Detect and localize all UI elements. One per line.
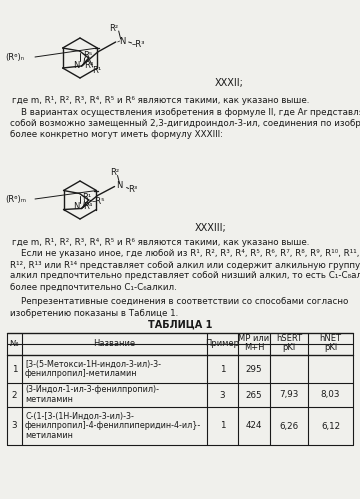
Text: 3: 3 [12,422,17,431]
Text: R⁵: R⁵ [83,50,92,59]
Text: 1: 1 [220,364,225,373]
Text: R²: R² [110,168,119,177]
Text: 2: 2 [12,391,17,400]
Text: более конкретно могут иметь формулу XXXIII:: более конкретно могут иметь формулу XXXI… [10,130,223,139]
Text: более предпочтительно C₁-C₆алкил.: более предпочтительно C₁-C₆алкил. [10,282,177,291]
Text: Если не указано иное, где любой из R¹, R², R³, R⁴, R⁵, R⁶, R⁷, R⁸, R⁹, R¹⁰, R¹¹,: Если не указано иное, где любой из R¹, R… [10,250,359,258]
Text: фенилпропил]-метиламин: фенилпропил]-метиламин [25,369,138,379]
Text: собой возможно замещенный 2,3-дигидроиндол-3-ил, соединения по изобретению: собой возможно замещенный 2,3-дигидроинд… [10,118,360,128]
Text: 1: 1 [220,422,225,431]
Text: метиламин: метиламин [25,432,73,441]
Text: R¹: R¹ [92,65,101,74]
Text: R⁴: R⁴ [84,60,93,69]
Text: 295: 295 [246,364,262,373]
Text: MP или: MP или [238,334,270,343]
Text: 265: 265 [246,391,262,400]
Text: (R⁶)ₘ: (R⁶)ₘ [5,195,26,204]
Text: фенилпропил]-4-фенилпиперидин-4-ил}-: фенилпропил]-4-фенилпиперидин-4-ил}- [25,422,201,431]
Text: 1: 1 [12,364,17,373]
Text: алкил предпочтительно представляет собой низший алкил, то есть C₁-C₈алкил, и: алкил предпочтительно представляет собой… [10,271,360,280]
Text: [3-(5-Метокси-1H-индол-3-ил)-3-: [3-(5-Метокси-1H-индол-3-ил)-3- [25,359,161,368]
Text: N: N [73,202,80,211]
Text: R¹: R¹ [82,193,92,202]
Text: pKi: pKi [282,343,296,352]
Text: где m, R¹, R², R³, R⁴, R⁵ и R⁶ являются такими, как указано выше.: где m, R¹, R², R³, R⁴, R⁵ и R⁶ являются … [12,238,309,247]
Text: Пример: Пример [206,338,239,347]
Text: R³: R³ [129,185,138,194]
Text: hNET: hNET [320,334,342,343]
Text: pKi: pKi [324,343,337,352]
Text: R²: R² [109,23,118,32]
Text: R¹², R¹³ или R¹⁴ представляет собой алкил или содержит алкильную группу, такой: R¹², R¹³ или R¹⁴ представляет собой алки… [10,260,360,269]
Text: №: № [10,338,19,347]
Text: N: N [119,36,125,45]
Text: 7,93: 7,93 [279,391,299,400]
Text: –R⁵: –R⁵ [91,197,105,206]
Text: Название: Название [94,338,136,347]
Text: 6,12: 6,12 [321,422,340,431]
Text: (3-Индол-1-ил-3-фенилпропил)-: (3-Индол-1-ил-3-фенилпропил)- [25,386,159,395]
Text: –R³: –R³ [132,39,145,48]
Text: (R⁶)ₙ: (R⁶)ₙ [5,52,24,61]
Text: метиламин: метиламин [25,396,73,405]
Text: R⁴: R⁴ [84,202,93,211]
Text: ТАБЛИЦА 1: ТАБЛИЦА 1 [148,320,212,330]
Text: В вариантах осуществления изобретения в формуле II, где Ar представляет: В вариантах осуществления изобретения в … [10,107,360,116]
Text: N: N [117,181,123,190]
Text: 6,26: 6,26 [279,422,298,431]
Text: 424: 424 [246,422,262,431]
Text: изобретению показаны в Таблице 1.: изобретению показаны в Таблице 1. [10,308,178,317]
Text: XXXIII;: XXXIII; [195,223,227,233]
Text: где m, R¹, R², R³, R⁴, R⁵ и R⁶ являются такими, как указано выше.: где m, R¹, R², R³, R⁴, R⁵ и R⁶ являются … [12,95,309,104]
Text: N: N [73,60,80,69]
Text: С-(1-[3-(1H-Индол-3-ил)-3-: С-(1-[3-(1H-Индол-3-ил)-3- [25,412,134,421]
Text: 3: 3 [220,391,225,400]
Text: M+H: M+H [244,343,264,352]
Text: hSERT: hSERT [276,334,302,343]
Text: XXXII;: XXXII; [215,78,244,88]
Text: 8,03: 8,03 [321,391,340,400]
Text: Репрезентативные соединения в соответствии со способами согласно: Репрезентативные соединения в соответств… [10,297,348,306]
